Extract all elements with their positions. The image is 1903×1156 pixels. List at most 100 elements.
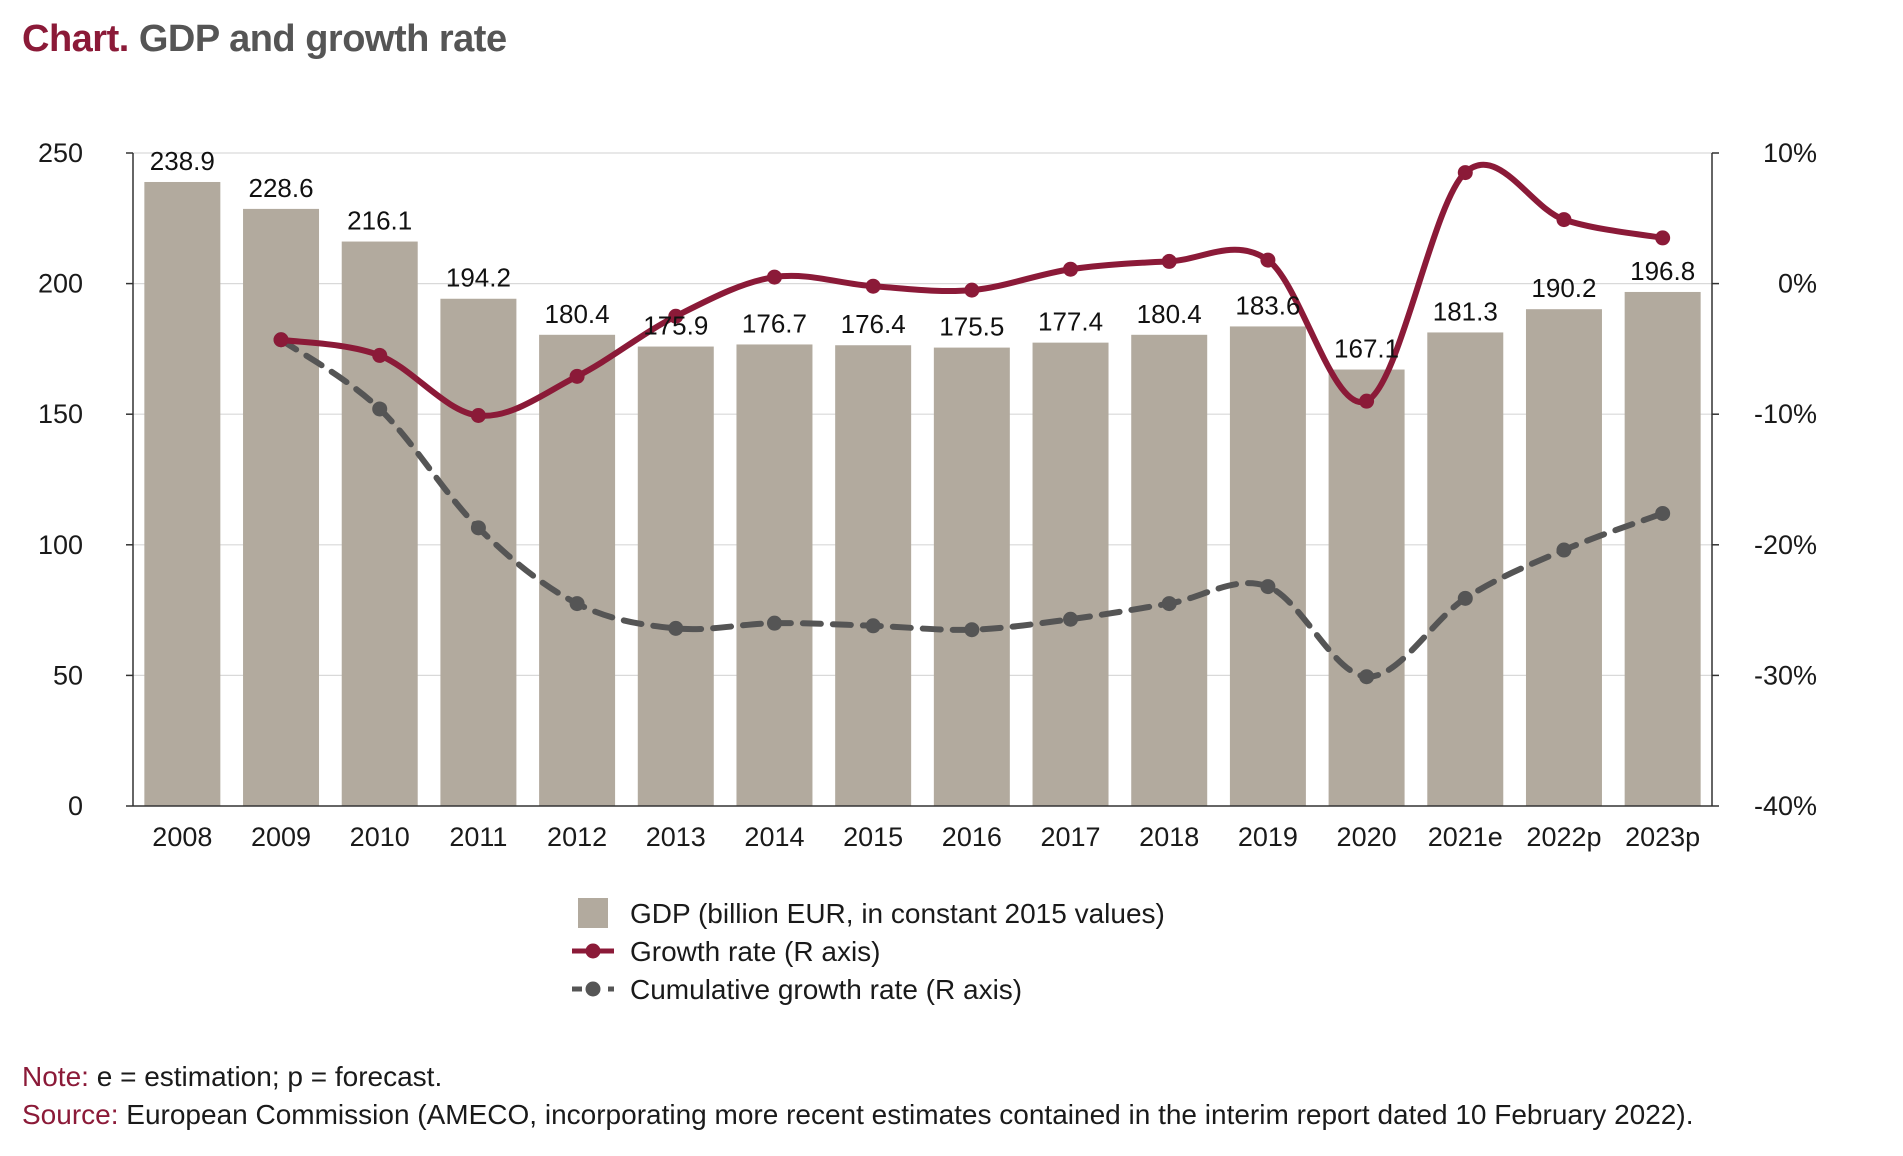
growth-rate-point	[1260, 252, 1276, 268]
chart-title: Chart. GDP and growth rate	[22, 18, 507, 61]
legend-label: Cumulative growth rate (R axis)	[630, 974, 1022, 1005]
legend-label: GDP (billion EUR, in constant 2015 value…	[630, 898, 1165, 929]
left-axis-tick-label: 100	[38, 530, 83, 560]
legend-growth-marker	[585, 943, 601, 959]
right-axis-tick-label: 0%	[1778, 269, 1817, 299]
x-axis-tick-label: 2014	[744, 822, 804, 852]
source-text: European Commission (AMECO, incorporatin…	[118, 1099, 1694, 1130]
gdp-bar	[933, 347, 1010, 806]
x-axis-tick-label: 2013	[646, 822, 706, 852]
left-axis-tick-label: 250	[38, 138, 83, 168]
gdp-data-label: 181.3	[1433, 296, 1498, 326]
x-axis-tick-label: 2018	[1139, 822, 1199, 852]
x-axis-tick-label: 2022p	[1526, 822, 1601, 852]
gdp-bar	[1131, 334, 1208, 806]
growth-rate-point	[964, 282, 980, 298]
gdp-bar	[243, 208, 320, 807]
note-line: Note: e = estimation; p = forecast.	[22, 1058, 1693, 1096]
tick-labels: 0 50 100 150 200 250 -40% -30% -20% -10% 0% 10% 2008…	[38, 138, 1817, 852]
growth-rate-point	[1655, 230, 1671, 246]
growth-rate-point	[865, 278, 881, 294]
gdp-bar	[144, 181, 221, 807]
cumulative-growth-point	[865, 618, 881, 634]
x-axis-tick-label: 2019	[1238, 822, 1298, 852]
right-axis-tick-label: -20%	[1754, 530, 1817, 560]
legend-cumulative-marker	[585, 981, 601, 997]
gdp-bar	[1229, 326, 1306, 806]
growth-rate-path	[278, 161, 1666, 419]
gdp-data-label: 194.2	[446, 263, 511, 293]
x-axis-tick-label: 2016	[942, 822, 1002, 852]
cumulative-growth-point	[964, 622, 980, 638]
growth-rate-point	[1457, 165, 1473, 181]
growth-rate-point	[1161, 253, 1177, 269]
gdp-bar	[1032, 342, 1109, 806]
x-axis-tick-label: 2011	[449, 822, 507, 852]
x-axis-tick-label: 2023p	[1625, 822, 1700, 852]
left-axis-tick-label: 150	[38, 399, 83, 429]
gdp-bar	[1624, 291, 1701, 807]
growth-rate-point	[1063, 261, 1079, 277]
left-axis-tick-label: 200	[38, 269, 83, 299]
gdp-data-label: 167.1	[1334, 334, 1399, 364]
gdp-bar	[539, 334, 616, 806]
cumulative-growth-point	[1457, 590, 1473, 606]
gdp-data-label: 180.4	[1137, 299, 1202, 329]
cumulative-growth-point	[372, 401, 388, 417]
x-axis-tick-label: 2012	[547, 822, 607, 852]
gdp-data-label: 238.9	[150, 146, 215, 176]
x-axis-tick-label: 2021e	[1428, 822, 1503, 852]
growth-rate-line	[273, 161, 1671, 424]
growth-rate-point	[372, 347, 388, 363]
gdp-bar	[637, 346, 714, 806]
gdp-data-label: 190.2	[1531, 273, 1596, 303]
growth-rate-point	[1556, 212, 1572, 228]
left-axis-tick-label: 0	[68, 791, 83, 821]
source-label: Source:	[22, 1099, 119, 1130]
data-labels: 238.9 228.6 216.1 194.2 180.4 175.9 176.7 176.4…	[150, 146, 1695, 364]
gdp-bar	[1328, 369, 1405, 806]
cumulative-growth-point	[766, 615, 782, 631]
gdp-data-label: 175.5	[939, 312, 1004, 342]
cumulative-growth-point	[1556, 542, 1572, 558]
growth-rate-point	[766, 269, 782, 285]
growth-rate-point	[569, 368, 585, 384]
cumulative-growth-point	[668, 620, 684, 636]
left-axis-tick-label: 50	[53, 660, 83, 690]
growth-rate-point	[470, 408, 486, 424]
legend: GDP (billion EUR, in constant 2015 value…	[572, 898, 1165, 1005]
right-axis-tick-label: -10%	[1754, 399, 1817, 429]
x-axis-tick-label: 2015	[843, 822, 903, 852]
note-text: e = estimation; p = forecast.	[88, 1061, 443, 1092]
growth-rate-point	[1359, 393, 1375, 409]
gdp-bar	[1525, 309, 1602, 806]
gdp-data-label: 176.4	[841, 309, 906, 339]
gdp-data-label: 180.4	[545, 299, 610, 329]
cumulative-growth-point	[1161, 596, 1177, 612]
gdp-bars	[144, 181, 1701, 807]
right-axis-tick-label: -30%	[1754, 660, 1817, 690]
axes	[126, 152, 1719, 807]
gdp-growth-chart: 238.9 228.6 216.1 194.2 180.4 175.9 176.7 176.4…	[38, 138, 1817, 1005]
chart-title-prefix: Chart.	[22, 18, 129, 60]
gdp-data-label: 183.6	[1235, 290, 1300, 320]
gdp-data-label: 216.1	[347, 206, 412, 236]
right-axis-tick-label: 10%	[1763, 138, 1817, 168]
chart-title-text: GDP and growth rate	[138, 18, 507, 60]
gdp-data-label: 196.8	[1630, 256, 1695, 286]
x-axis-tick-label: 2020	[1337, 822, 1397, 852]
cumulative-growth-point	[1063, 611, 1079, 627]
gdp-data-label: 177.4	[1038, 307, 1103, 337]
cumulative-growth-point	[569, 596, 585, 612]
cumulative-growth-point	[1260, 579, 1276, 595]
source-line: Source: European Commission (AMECO, inco…	[22, 1096, 1693, 1134]
gdp-data-label: 176.7	[742, 308, 807, 338]
gdp-data-label: 175.9	[643, 311, 708, 341]
x-axis-tick-label: 2009	[251, 822, 311, 852]
legend-gdp-swatch	[578, 898, 608, 928]
gdp-bar	[1427, 332, 1504, 806]
growth-rate-point	[668, 308, 684, 324]
growth-rate-point	[273, 332, 289, 348]
cumulative-growth-point	[1655, 505, 1671, 521]
gdp-data-label: 228.6	[248, 173, 313, 203]
